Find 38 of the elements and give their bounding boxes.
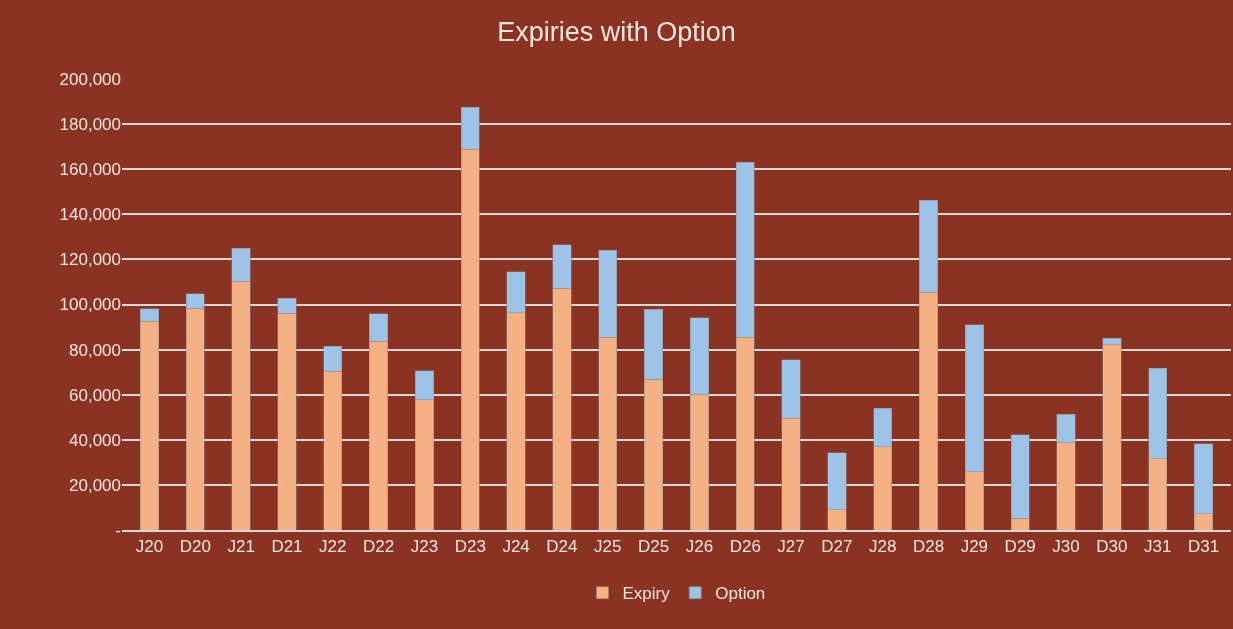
y-tick-label: 100,000: [59, 295, 121, 315]
y-tick-label: 80,000: [69, 340, 121, 360]
x-tick-label: J22: [319, 537, 347, 557]
y-tick-label: 20,000: [69, 475, 121, 495]
x-tick-label: D28: [912, 537, 945, 557]
x-tick-label: D20: [179, 537, 211, 557]
x-tick-label: D31: [1187, 537, 1220, 557]
legend-label: Expiry: [622, 584, 671, 604]
x-tick-label: J20: [135, 537, 164, 557]
x-tick-label: J26: [685, 537, 714, 557]
y-tick-label: 160,000: [59, 160, 121, 180]
x-tick-label: D27: [821, 537, 853, 557]
x-tick-label: J24: [502, 537, 530, 557]
x-tick-label: J25: [594, 537, 622, 557]
y-tick-label: 120,000: [59, 250, 121, 270]
x-tick-label: J31: [1143, 537, 1172, 557]
y-tick-label: 180,000: [59, 115, 121, 135]
x-tick-label: D21: [271, 537, 303, 557]
x-tick-label: D25: [638, 537, 670, 557]
chart-title: Expiries with Option: [497, 16, 736, 47]
y-tick-label: 60,000: [69, 385, 121, 405]
x-tick-label: J29: [960, 537, 989, 557]
x-tick-label: J23: [410, 537, 439, 557]
y-tick-label: 140,000: [59, 205, 121, 225]
y-tick-label: 40,000: [69, 430, 121, 450]
x-tick-label: D26: [729, 537, 761, 557]
y-tick-label: 200,000: [59, 69, 121, 89]
x-tick-label: D30: [1096, 537, 1128, 557]
x-tick-label: J21: [227, 537, 255, 557]
y-tick-label: -: [115, 520, 121, 540]
x-tick-label: D22: [363, 537, 395, 557]
legend-label: Option: [715, 584, 766, 604]
x-tick-label: D23: [454, 537, 486, 557]
x-tick-label: J28: [869, 537, 897, 557]
x-tick-label: J30: [1052, 537, 1080, 557]
x-tick-label: J27: [777, 537, 805, 557]
x-tick-label: D29: [1004, 537, 1036, 557]
x-tick-label: D24: [546, 537, 578, 557]
